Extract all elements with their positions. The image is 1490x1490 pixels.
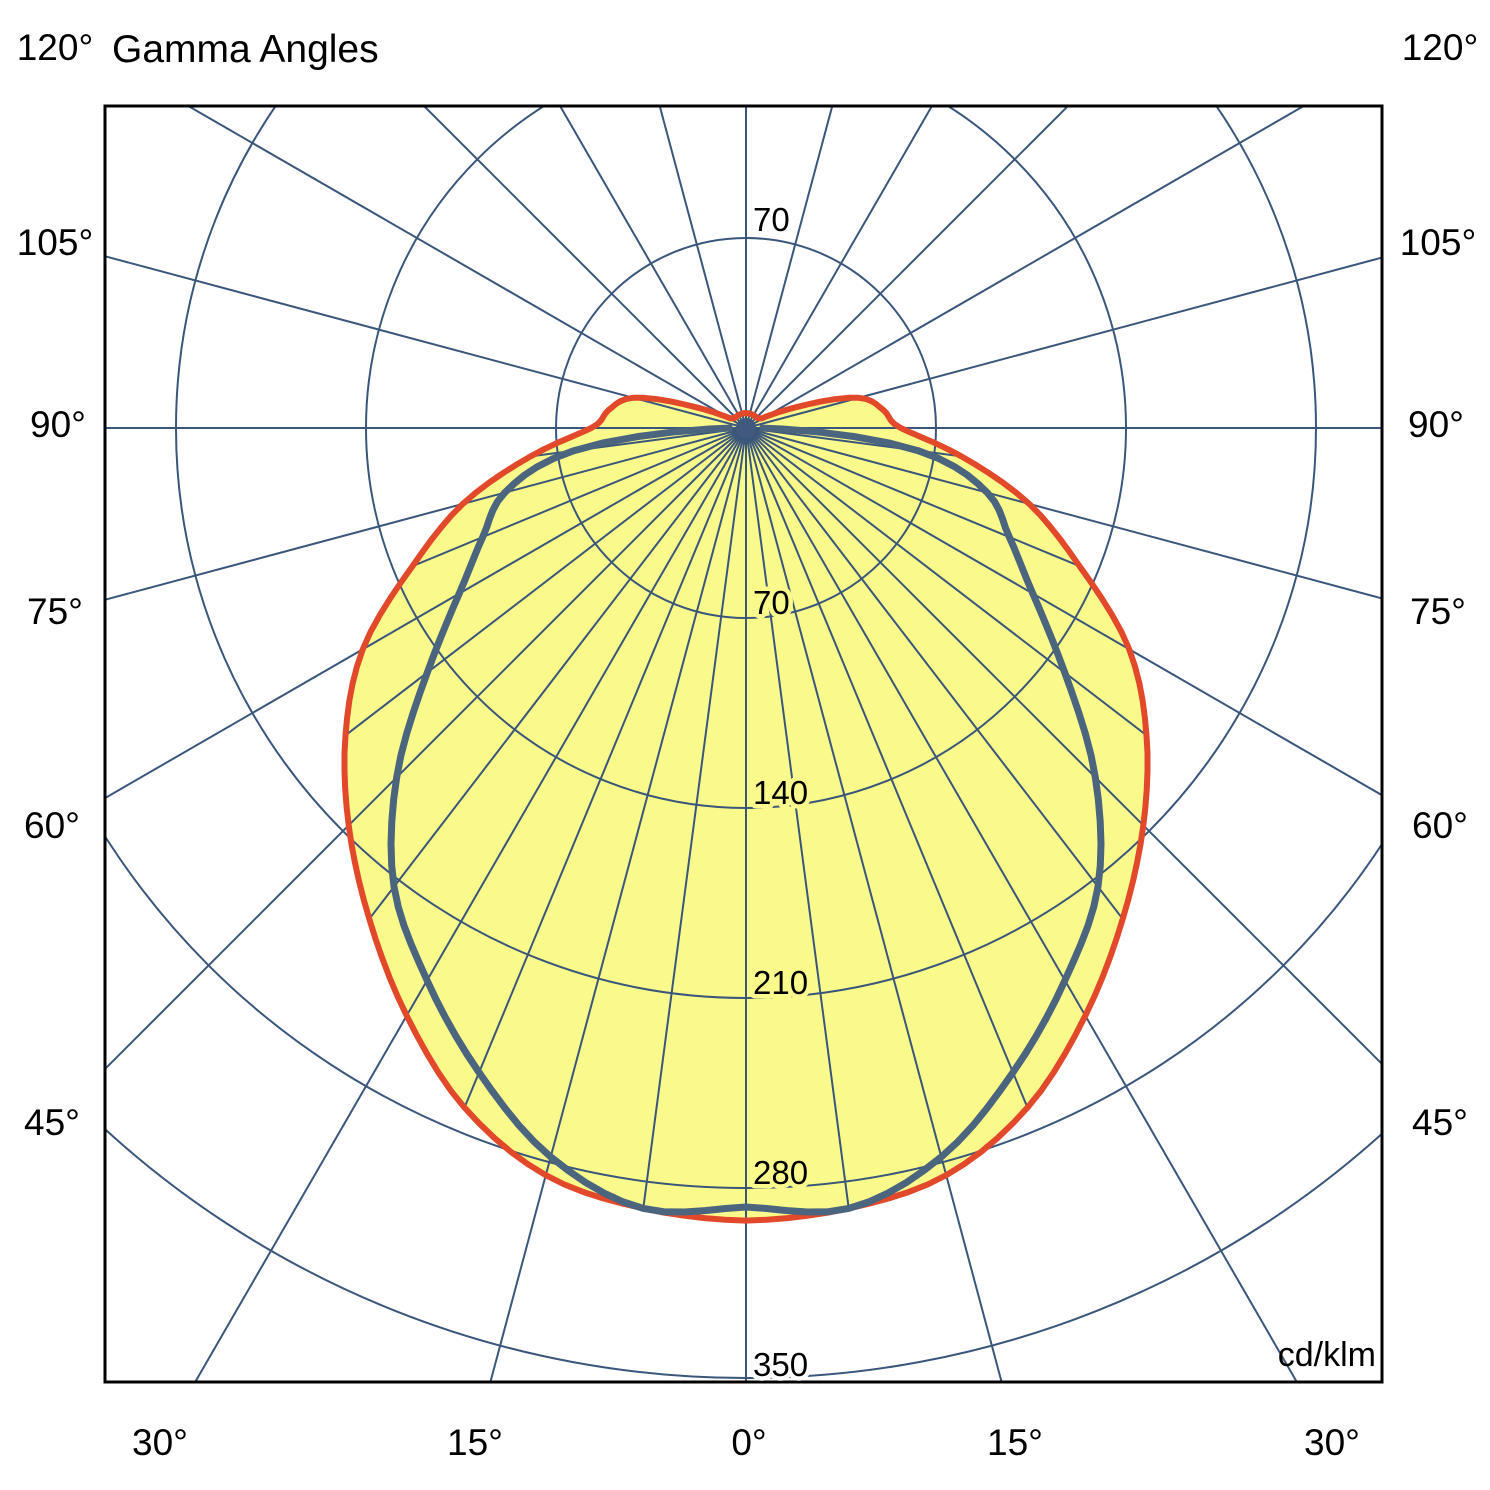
grid-ray	[745, 106, 934, 429]
gamma-angle-label-left: 90°	[30, 404, 86, 445]
grid-ray	[489, 427, 747, 1382]
gamma-angle-label-right: 45°	[1412, 1102, 1468, 1143]
grid-ray	[186, 106, 747, 429]
grid-ray	[745, 106, 1070, 429]
gamma-angle-label-right: 90°	[1408, 404, 1464, 445]
grid-ray-fine	[745, 427, 1148, 1221]
gamma-angle-label-right: 75°	[1410, 591, 1466, 632]
curve-c90-c270	[387, 424, 1105, 1216]
curve-c0-c180	[341, 394, 1151, 1224]
grid-ray	[422, 106, 747, 429]
grid-ray-fine	[745, 427, 956, 1221]
grid-ray	[745, 427, 1003, 1382]
gamma-angle-label-bottom: 30°	[1304, 1422, 1360, 1463]
grid-ray-fine	[745, 427, 1148, 1221]
radial-tick-label: 280	[753, 1154, 808, 1191]
gamma-angle-label-bottom: 15°	[447, 1422, 503, 1463]
grid-ray	[745, 106, 1306, 429]
gamma-angle-label-left: 45°	[24, 1102, 80, 1143]
grid-ray	[745, 427, 1382, 797]
gamma-angle-label-right: 60°	[1412, 805, 1468, 846]
gamma-angle-label-right: 105°	[1400, 222, 1477, 263]
radial-tick-label: 350	[753, 1346, 808, 1383]
grid-ray-fine	[344, 427, 747, 1221]
grid-ray	[745, 106, 834, 429]
gamma-angle-label-left: 60°	[24, 805, 80, 846]
grid-ray-fine	[344, 427, 747, 1221]
gamma-angle-label-left: 105°	[17, 222, 94, 263]
grid-ray	[105, 255, 747, 429]
grid-ray	[745, 427, 1382, 600]
gamma-angle-label-left: 75°	[27, 591, 83, 632]
grid-ray	[745, 427, 1298, 1382]
photometric-center-dot	[736, 418, 756, 438]
gamma-angle-label-bottom: 0°	[731, 1422, 766, 1463]
grid-ray	[105, 427, 747, 800]
radial-tick-label: 140	[753, 774, 808, 811]
chart-title: Gamma Angles	[112, 28, 379, 71]
grid-ray-fine	[745, 427, 1148, 1042]
gamma-angle-label-right: 120°	[1402, 27, 1479, 68]
grid-ray-fine	[344, 427, 747, 1042]
radial-tick-label: 70	[753, 584, 790, 621]
plot-border	[103, 104, 1384, 1384]
radial-tick-label: 70	[753, 201, 790, 238]
grid-ray	[745, 256, 1382, 429]
gamma-angle-label-bottom: 15°	[987, 1422, 1043, 1463]
gamma-angle-labels: 120° 105° 90° 75° 60° 45° 120° 105° 90° 75° 60° 45°…	[17, 27, 1479, 1463]
unit-label: cd/klm	[1278, 1336, 1376, 1374]
grid-ray	[558, 106, 747, 429]
grid-ray	[105, 427, 747, 1071]
gamma-angle-label-left: 120°	[17, 27, 94, 68]
grid-ray	[745, 427, 1382, 1066]
grid-ray	[194, 427, 747, 1382]
radial-tick-label: 210	[753, 964, 808, 1001]
grid-ray	[658, 106, 747, 429]
grid-ray-fine	[536, 427, 747, 1221]
gamma-angle-label-bottom: 30°	[132, 1422, 188, 1463]
grid-ray	[105, 427, 747, 601]
